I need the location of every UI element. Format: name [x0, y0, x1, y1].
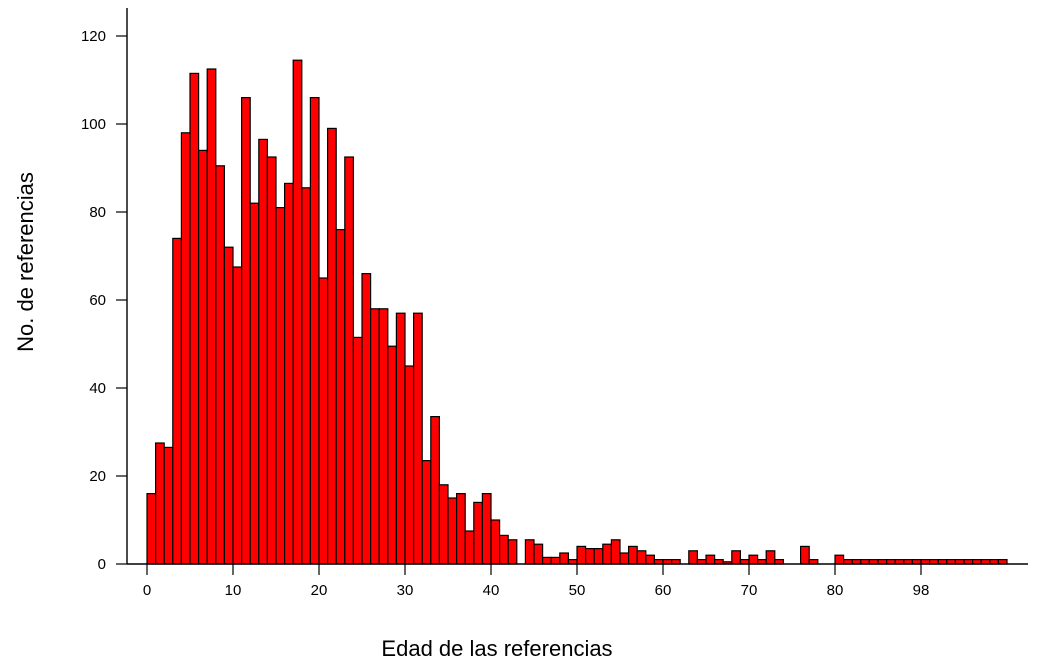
bar-6 — [198, 149, 208, 565]
bar-51 — [584, 547, 595, 565]
bar-4 — [180, 132, 191, 565]
bar-5 — [189, 72, 200, 565]
x-tick-label-98: 98 — [913, 582, 930, 599]
bar-17 — [292, 59, 303, 565]
bar-20 — [318, 277, 329, 565]
x-axis-title: Edad de las referencias — [381, 636, 612, 659]
bar-2 — [163, 446, 174, 565]
bar-57 — [636, 550, 647, 565]
bar-50 — [576, 545, 587, 565]
x-tick-label-0: 0 — [143, 582, 151, 599]
bar-8 — [215, 165, 226, 565]
bar-10 — [232, 266, 243, 565]
bar-33 — [430, 416, 440, 565]
bar-27 — [378, 308, 389, 565]
y-axis-title: No. de referencias — [13, 172, 38, 352]
y-tick-label-120: 120 — [81, 28, 106, 45]
bar-46 — [541, 556, 552, 565]
y-tick-label-40: 40 — [89, 380, 106, 397]
bar-3 — [172, 237, 183, 565]
bar-1 — [155, 442, 165, 565]
bar-16 — [284, 182, 294, 565]
bar-0 — [146, 493, 157, 565]
bar-36 — [456, 493, 466, 565]
bar-39 — [481, 493, 492, 565]
bar-42 — [507, 539, 518, 565]
bar-31 — [413, 312, 423, 565]
bar-52 — [593, 547, 604, 565]
y-tick-label-60: 60 — [89, 292, 106, 309]
bar-44 — [524, 539, 535, 565]
bar-18 — [301, 187, 311, 565]
x-tick-label-30: 30 — [397, 582, 414, 599]
axes-group: 0 20 40 60 80 100 120 0 10 20 30 40 50 60 70 80 98 — [81, 8, 1028, 599]
x-tick-label-50: 50 — [569, 582, 586, 599]
bar-15 — [275, 207, 286, 565]
bar-7 — [206, 68, 217, 565]
y-tick-label-100: 100 — [81, 116, 106, 133]
bar-37 — [464, 530, 475, 565]
x-tick-label-60: 60 — [655, 582, 672, 599]
bar-29 — [395, 312, 406, 565]
bar-76 — [799, 545, 810, 565]
bar-55 — [619, 552, 630, 565]
bar-32 — [421, 460, 432, 565]
bar-21 — [327, 127, 337, 565]
bar-80 — [834, 554, 845, 565]
bar-24 — [352, 336, 363, 565]
bar-11 — [241, 96, 251, 565]
bar-13 — [258, 138, 268, 565]
bar-28 — [387, 345, 397, 565]
bar-25 — [361, 273, 372, 565]
bar-56 — [627, 545, 638, 565]
bar-9 — [223, 246, 234, 565]
bar-14 — [266, 156, 277, 565]
x-tick-label-80: 80 — [827, 582, 844, 599]
bar-41 — [499, 534, 509, 565]
x-tick-label-70: 70 — [741, 582, 758, 599]
bar-30 — [404, 365, 415, 565]
y-tick-label-0: 0 — [98, 556, 106, 573]
bar-47 — [550, 556, 561, 565]
bar-65 — [705, 554, 716, 565]
bar-12 — [249, 202, 260, 565]
bar-23 — [344, 156, 354, 565]
x-tick-label-40: 40 — [483, 582, 500, 599]
bar-34 — [438, 484, 449, 565]
bar-53 — [602, 543, 612, 565]
bar-68 — [731, 550, 741, 565]
bar-54 — [610, 539, 621, 565]
bar-48 — [559, 552, 569, 565]
bars-group — [146, 59, 1008, 565]
bar-19 — [309, 96, 320, 565]
bar-35 — [447, 497, 458, 565]
x-tick-label-10: 10 — [225, 582, 242, 599]
bar-45 — [533, 543, 544, 565]
bar-70 — [748, 554, 759, 565]
x-tick-label-20: 20 — [311, 582, 328, 599]
bar-22 — [335, 229, 346, 565]
y-tick-label-20: 20 — [89, 468, 106, 485]
bar-58 — [645, 554, 655, 565]
bar-38 — [473, 501, 483, 565]
bar-40 — [490, 519, 501, 565]
bar-72 — [765, 550, 776, 565]
y-tick-label-80: 80 — [89, 204, 106, 221]
bar-26 — [370, 308, 380, 565]
bar-63 — [688, 550, 698, 565]
